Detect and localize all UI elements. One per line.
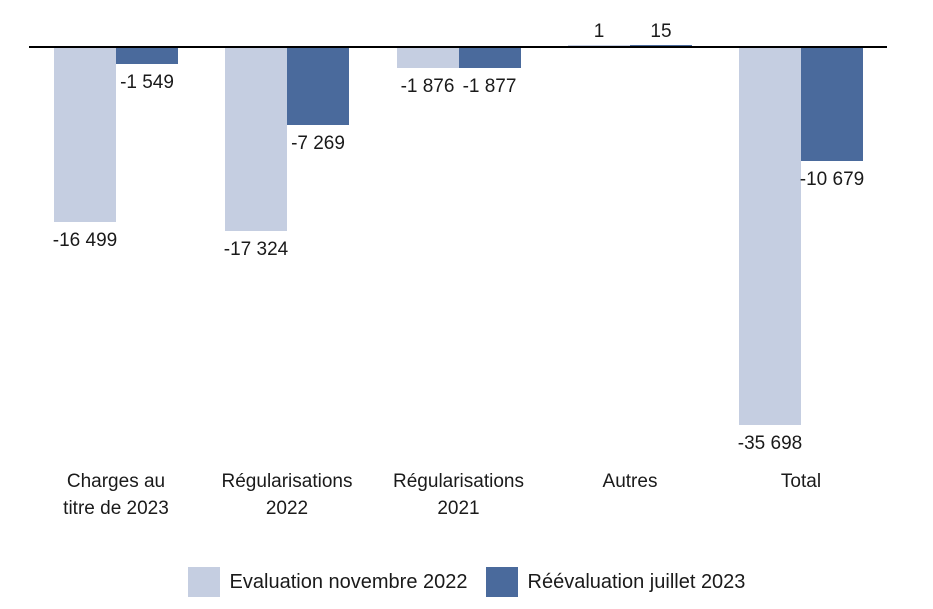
category-label-line: Régularisations (393, 471, 524, 492)
x-axis-baseline (29, 46, 887, 48)
legend-entry-series2: Réévaluation juillet 2023 (485, 567, 746, 597)
category-label-regularisations-2022: Régularisations 2022 (202, 468, 372, 522)
bar-series2-charges-2023 (116, 48, 178, 65)
bar-series2-regularisations-2021 (458, 48, 521, 68)
data-label-series2-regularisations-2021: -1 877 (462, 75, 517, 97)
data-label-series1-regularisations-2021: -1 876 (400, 75, 455, 97)
bar-series1-total (739, 48, 801, 425)
data-label-series1-autres: 1 (593, 20, 605, 42)
legend-label-series2: Réévaluation juillet 2023 (527, 571, 746, 593)
chart-legend: Evaluation novembre 2022 Réévaluation jui… (0, 567, 933, 597)
category-label-autres: Autres (545, 468, 715, 495)
category-label-line: Autres (602, 471, 658, 492)
category-label-total: Total (716, 468, 886, 495)
category-label-line: Total (780, 471, 822, 492)
legend-swatch-series1 (187, 567, 220, 597)
data-label-series2-autres: 15 (650, 20, 672, 42)
bar-series1-charges-2023 (54, 48, 116, 223)
category-label-line: 2021 (437, 498, 480, 519)
bar-series2-total (801, 48, 863, 161)
data-label-series1-total: -35 698 (737, 433, 803, 454)
category-label-line: Régularisations (221, 471, 353, 492)
category-label-regularisations-2021: Régularisations 2021 (374, 468, 544, 522)
legend-entry-series1: Evaluation novembre 2022 (187, 567, 468, 597)
category-label-line: titre de 2023 (63, 498, 169, 519)
data-label-series2-total: -10 679 (799, 168, 865, 190)
data-label-series2-regularisations-2022: -7 269 (291, 132, 345, 154)
bar-series1-autres (568, 44, 630, 46)
bar-series1-regularisations-2022 (225, 48, 287, 231)
legend-swatch-series2 (485, 567, 518, 597)
bar-series1-regularisations-2021 (396, 48, 459, 68)
bar-series2-regularisations-2022 (287, 48, 349, 125)
category-label-line: Charges au (66, 471, 166, 492)
data-label-series1-charges-2023: -16 499 (52, 230, 118, 252)
category-label-charges-2023: Charges au titre de 2023 (31, 468, 201, 522)
data-label-series1-regularisations-2022: -17 324 (223, 238, 289, 260)
legend-label-series1: Evaluation novembre 2022 (229, 571, 468, 593)
category-label-line: 2022 (265, 498, 309, 519)
bar-series2-autres (630, 44, 692, 46)
data-label-series2-charges-2023: -1 549 (120, 72, 174, 94)
